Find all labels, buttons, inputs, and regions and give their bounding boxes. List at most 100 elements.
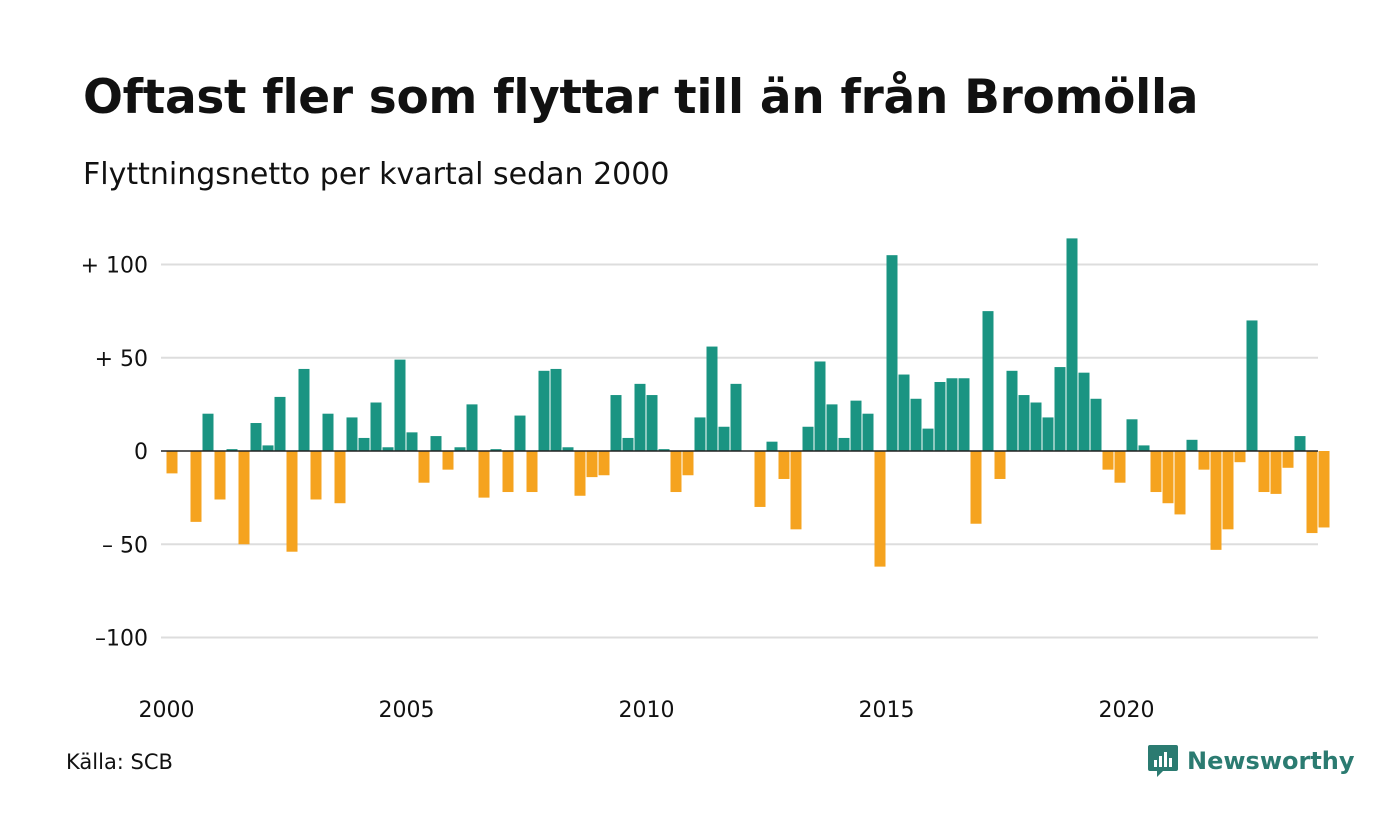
bar <box>610 395 622 451</box>
chart-bubble-icon <box>1148 745 1178 777</box>
bar <box>1270 451 1282 494</box>
bar <box>454 447 466 451</box>
bar <box>754 451 766 507</box>
bar <box>1090 398 1102 451</box>
bar <box>826 404 838 451</box>
x-tick-label: 2005 <box>379 698 435 723</box>
bar <box>958 378 970 451</box>
grid-lines <box>161 263 1318 639</box>
bar <box>1186 439 1198 451</box>
bar <box>1042 417 1054 451</box>
bar <box>1318 451 1330 528</box>
bar <box>1054 367 1066 451</box>
bar <box>970 451 982 524</box>
bar <box>370 402 382 451</box>
y-tick-label: –100 <box>95 627 148 652</box>
bar <box>562 447 574 451</box>
bar <box>1066 238 1078 451</box>
bar <box>622 437 634 451</box>
bar <box>298 368 310 451</box>
bar <box>994 451 1006 479</box>
bar <box>430 436 442 451</box>
bar <box>214 451 226 500</box>
bar <box>718 426 730 451</box>
bar <box>850 400 862 451</box>
bar <box>1198 451 1210 470</box>
bar <box>658 449 670 451</box>
bar <box>238 451 250 545</box>
bar <box>1174 451 1186 515</box>
bar <box>886 255 898 451</box>
bar <box>982 311 994 451</box>
bar <box>838 437 850 451</box>
chart-subtitle: Flyttningsnetto per kvartal sedan 2000 <box>83 157 670 192</box>
bar <box>166 451 178 474</box>
bar <box>790 451 802 530</box>
bar <box>598 451 610 476</box>
source-label: Källa: SCB <box>66 750 173 774</box>
bar <box>802 426 814 451</box>
bar <box>226 449 238 451</box>
bar <box>922 428 934 451</box>
bar <box>1234 451 1246 463</box>
bar <box>1030 402 1042 451</box>
x-axis-ticks: 2000 2005 2010 2015 2020 <box>139 698 1155 723</box>
bar <box>286 451 298 552</box>
bar <box>766 441 778 451</box>
bar <box>250 423 262 451</box>
bar <box>670 451 682 493</box>
bar <box>1078 372 1090 451</box>
y-tick-label: + 100 <box>81 254 148 279</box>
bar <box>202 413 214 451</box>
bar <box>550 368 562 451</box>
bar <box>382 447 394 451</box>
bar <box>1006 370 1018 451</box>
bar <box>538 370 550 451</box>
bar <box>358 437 370 451</box>
bar <box>874 451 886 567</box>
bar <box>514 415 526 451</box>
bar <box>898 374 910 451</box>
bar <box>1246 320 1258 451</box>
x-tick-label: 2010 <box>619 698 675 723</box>
bar <box>634 383 646 451</box>
bar <box>310 451 322 500</box>
bar <box>1138 445 1150 451</box>
bar <box>1150 451 1162 493</box>
bar <box>682 451 694 476</box>
bar <box>478 451 490 498</box>
brand-name: Newsworthy <box>1187 747 1355 775</box>
bar <box>406 432 418 451</box>
brand-logo: Newsworthy <box>1147 743 1355 779</box>
bar <box>574 451 586 496</box>
y-tick-label: – 50 <box>102 533 148 558</box>
bar <box>862 413 874 451</box>
bar <box>1162 451 1174 504</box>
chart-title: Oftast fler som flyttar till än från Bro… <box>83 70 1199 125</box>
x-tick-label: 2020 <box>1099 698 1155 723</box>
bar <box>946 378 958 451</box>
bar <box>706 346 718 451</box>
bar <box>1294 436 1306 451</box>
bar <box>526 451 538 493</box>
y-tick-label: + 50 <box>95 347 148 372</box>
bar <box>1258 451 1270 493</box>
bar <box>1102 451 1114 470</box>
bar <box>394 359 406 451</box>
y-tick-label: 0 <box>134 440 148 465</box>
bars <box>166 238 1330 567</box>
bar <box>778 451 790 479</box>
bar <box>1210 451 1222 550</box>
bar <box>934 381 946 451</box>
bar <box>346 417 358 451</box>
bar <box>1114 451 1126 483</box>
bar <box>1306 451 1318 534</box>
bar <box>190 451 202 522</box>
bar <box>1018 395 1030 451</box>
y-axis-ticks: + 100 + 50 0 – 50 –100 <box>81 254 148 652</box>
bar <box>910 398 922 451</box>
bar <box>586 451 598 478</box>
bar <box>418 451 430 483</box>
bar <box>730 383 742 451</box>
